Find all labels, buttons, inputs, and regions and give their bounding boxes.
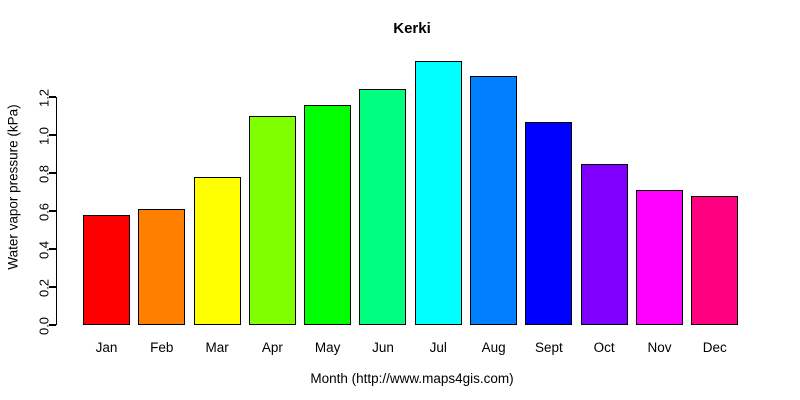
bar-nov (635, 190, 683, 325)
y-tick-label: 0.0 (36, 316, 52, 335)
x-tick-label-apr: Apr (261, 340, 283, 355)
x-tick-label-jan: Jan (95, 340, 118, 355)
bar-mar (193, 176, 241, 325)
x-axis-title: Month (http://www.maps4gis.com) (310, 371, 514, 386)
y-axis-line (55, 97, 57, 325)
y-tick-label: 1.0 (36, 126, 52, 145)
y-tick (48, 324, 56, 326)
y-tick (48, 210, 56, 212)
x-tick-label-sept: Sept (534, 340, 563, 355)
x-tick-label-feb: Feb (150, 340, 174, 355)
y-tick-label: 0.2 (36, 278, 52, 297)
bar-feb (138, 209, 186, 325)
y-axis-title: Water vapor pressure (kPa) (5, 104, 21, 270)
y-tick (48, 286, 56, 288)
plot-area: 0.0 0.2 0.4 0.6 0.8 1.0 1.2 (37, 59, 767, 335)
bar-aug (470, 76, 518, 325)
x-tick-label-jul: Jul (429, 340, 447, 355)
bar-may (304, 104, 352, 325)
x-tick-label-jun: Jun (372, 340, 394, 355)
x-tick-label-nov: Nov (647, 340, 672, 355)
x-tick-label-dec: Dec (702, 340, 727, 355)
bar-oct (580, 163, 628, 325)
bar-apr (248, 116, 296, 325)
bar-dec (691, 195, 739, 325)
x-tick-label-mar: Mar (205, 340, 229, 355)
y-tick-label: 0.8 (36, 164, 52, 183)
bars-row (83, 59, 767, 325)
bar-jan (83, 214, 130, 325)
y-tick (48, 96, 56, 98)
x-tick-label-oct: Oct (593, 340, 615, 355)
bar-jul (414, 60, 462, 325)
y-tick-label: 1.2 (36, 88, 52, 107)
x-tick-labels: Jan Feb Mar Apr May Jun Jul Aug Sept Oct Nov Dec (83, 340, 738, 355)
y-tick (48, 134, 56, 136)
chart-title: Kerki (393, 20, 431, 37)
y-tick (48, 248, 56, 250)
x-tick-label-aug: Aug (481, 340, 506, 355)
y-tick-label: 0.6 (36, 202, 52, 221)
y-tick-label: 0.4 (36, 240, 52, 259)
bar-jun (359, 89, 407, 325)
x-tick-label-may: May (314, 340, 341, 355)
y-tick (48, 172, 56, 174)
bar-sept (525, 121, 573, 325)
